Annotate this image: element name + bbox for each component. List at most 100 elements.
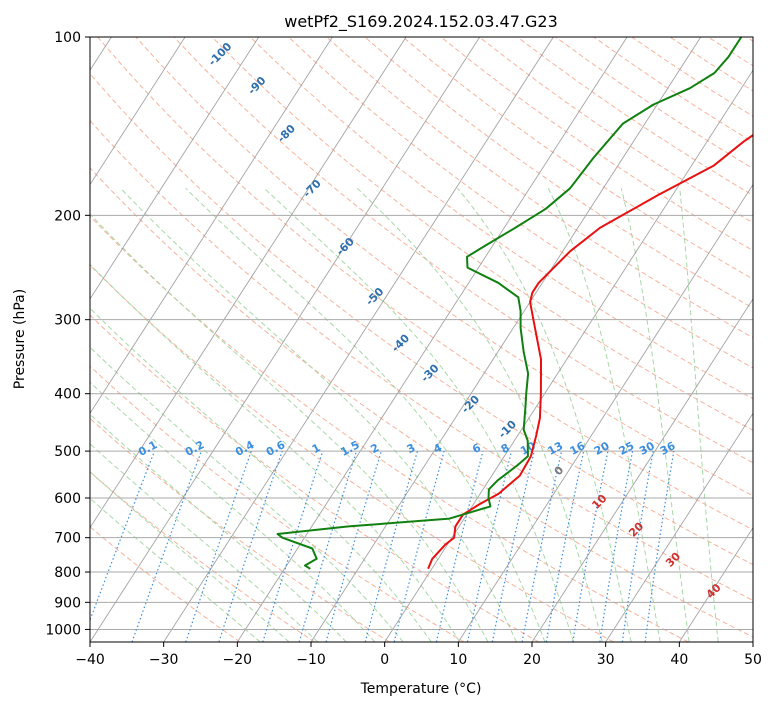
mixing-ratio-label: 2 xyxy=(368,441,381,456)
moist-adiabat-line xyxy=(90,346,404,642)
dry-adiabat-line xyxy=(517,37,753,196)
mixing-ratio-line xyxy=(393,450,445,642)
isotherm-line xyxy=(90,37,333,415)
dry-adiabat-line xyxy=(135,37,753,497)
mixing-ratio-label: 16 xyxy=(568,439,588,458)
moist-adiabat-line xyxy=(547,187,661,642)
dry-adiabat-line xyxy=(97,37,753,531)
dry-adiabat-line xyxy=(90,526,241,642)
x-tick-label: 20 xyxy=(523,652,541,668)
mixing-ratio-label: 36 xyxy=(658,439,678,458)
moist-adiabat-line xyxy=(120,187,517,642)
dry-adiabat-line xyxy=(173,37,753,464)
isotherm-line xyxy=(90,37,407,529)
mixing-ratio-line xyxy=(599,450,634,642)
dry-adiabat-label: -70 xyxy=(301,177,324,200)
moist-adiabat-line xyxy=(90,213,489,642)
dry-adiabats xyxy=(90,37,753,642)
moist-adiabat-line xyxy=(90,381,376,642)
mixing-ratio-line xyxy=(325,450,382,642)
isotherm-line xyxy=(163,37,554,642)
dry-adiabat-label: -10 xyxy=(496,418,519,441)
isotherm-line xyxy=(90,37,260,300)
moist-adiabat-label: 30 xyxy=(663,549,683,569)
y-tick-label: 600 xyxy=(54,491,81,507)
isotherm-line xyxy=(752,641,753,642)
mixing-ratio-line xyxy=(218,450,283,642)
moist-adiabat-label: 0 xyxy=(552,463,567,478)
moist-adiabat-line xyxy=(457,187,632,642)
moist-adiabat-line xyxy=(679,188,719,642)
mixing-ratio-line xyxy=(435,450,484,642)
mixing-ratio-label: 30 xyxy=(637,439,657,458)
x-tick-label: −40 xyxy=(75,652,105,668)
x-tick-label: −10 xyxy=(296,652,326,668)
isotherm-line xyxy=(605,412,753,642)
mixing-ratio-line xyxy=(364,450,419,642)
isotherm-line xyxy=(678,526,753,642)
dry-adiabat-label: -80 xyxy=(275,122,298,145)
mixing-ratio-line xyxy=(491,450,535,642)
dewpoint-series-line xyxy=(276,37,743,570)
dry-adiabat-label: -100 xyxy=(206,40,235,69)
x-axis: −40 −30 −20 −10 0 10 20 30 40 50 xyxy=(75,642,762,668)
mixing-ratio-line xyxy=(644,450,675,642)
mixing-ratio-label: 3 xyxy=(405,441,418,456)
moist-adiabat-line xyxy=(90,307,432,642)
dry-adiabat-line xyxy=(288,37,753,369)
x-tick-label: 30 xyxy=(597,652,615,668)
y-tick-label: 400 xyxy=(54,387,81,403)
mixing-ratio-label: 1.5 xyxy=(338,438,361,459)
y-tick-label: 700 xyxy=(54,531,81,547)
dry-adiabat-line xyxy=(746,37,753,42)
y-axis: 100 200 300 400 500 600 700 800 900 1000 xyxy=(45,30,90,638)
y-tick-label: 100 xyxy=(54,30,81,46)
dry-adiabat-label: -30 xyxy=(418,361,441,384)
isotherm-line xyxy=(384,69,753,642)
dry-adiabat-line xyxy=(593,37,753,143)
chart-title: wetPf2_S169.2024.152.03.47.G23 xyxy=(284,12,558,32)
isotherm-line xyxy=(90,37,186,186)
dry-adiabat-label: -60 xyxy=(334,235,357,258)
dry-adiabat-label: -50 xyxy=(363,285,386,308)
dry-adiabat-line xyxy=(669,37,753,92)
x-tick-label: −30 xyxy=(149,652,179,668)
mixing-ratio-line xyxy=(262,450,324,642)
mixing-ratio-label: 0.1 xyxy=(136,438,159,459)
x-tick-label: 50 xyxy=(744,652,762,668)
mixing-ratio-line xyxy=(90,450,156,622)
x-tick-label: 0 xyxy=(380,652,389,668)
mixing-ratio-line xyxy=(185,450,252,642)
dry-adiabat-line xyxy=(90,471,315,642)
dry-adiabat-line xyxy=(90,167,753,638)
isobar-gridlines xyxy=(90,37,753,630)
y-tick-label: 1000 xyxy=(45,622,81,638)
mixing-ratio-line xyxy=(298,450,358,642)
mixing-ratio-label: 25 xyxy=(617,439,637,458)
mixing-ratio-label: 20 xyxy=(592,439,612,458)
moist-adiabat-label: 20 xyxy=(626,519,646,539)
moist-adiabat-line xyxy=(90,263,461,642)
isotherm-line xyxy=(236,37,628,642)
x-axis-label: Temperature (°C) xyxy=(360,681,482,697)
y-tick-label: 300 xyxy=(54,313,81,329)
dry-adiabat-line xyxy=(90,119,753,601)
moist-adiabat-line xyxy=(90,413,347,642)
isotherm-line xyxy=(90,37,481,642)
moist-adiabat-line xyxy=(90,443,319,642)
moist-adiabat-line xyxy=(356,187,603,642)
x-tick-label: 40 xyxy=(670,652,688,668)
dry-adiabat-line xyxy=(211,37,753,431)
sounding-series xyxy=(276,37,753,570)
y-tick-label: 500 xyxy=(54,444,81,460)
dry-adiabat-label: -20 xyxy=(459,393,482,416)
mixing-ratio-label: 6 xyxy=(470,441,483,456)
y-tick-label: 800 xyxy=(54,565,81,581)
dry-adiabat-line xyxy=(440,37,753,252)
y-axis-label: Pressure (hPa) xyxy=(12,289,28,389)
isotherm-line xyxy=(310,37,702,642)
dry-adiabat-label: -40 xyxy=(389,331,412,354)
isotherm-line xyxy=(531,298,753,642)
dry-adiabat-line xyxy=(707,37,753,67)
